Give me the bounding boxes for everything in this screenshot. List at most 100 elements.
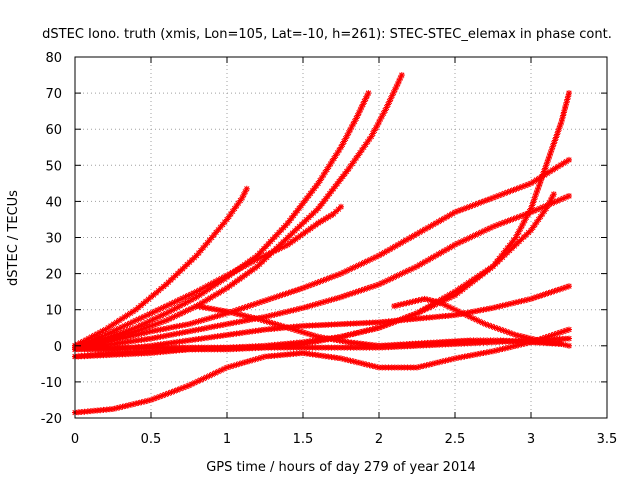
data-point (197, 247, 204, 254)
data-point (116, 404, 123, 411)
data-point (212, 370, 219, 376)
data-point (544, 159, 551, 166)
data-point (194, 378, 201, 385)
x-tick-label: 0.5 (141, 432, 162, 447)
data-point (193, 294, 200, 301)
data-point (237, 265, 244, 271)
data-point (393, 273, 400, 280)
data-point (129, 401, 135, 408)
data-point (530, 199, 537, 206)
data-point (210, 279, 217, 286)
data-point (174, 304, 181, 311)
data-point (166, 316, 172, 323)
y-tick-label: 0 (54, 340, 62, 355)
data-point (296, 350, 303, 357)
data-point (237, 197, 244, 204)
data-point (271, 352, 278, 359)
data-point (160, 318, 167, 325)
data-point (174, 312, 181, 319)
data-point (461, 353, 468, 360)
data-point (138, 336, 145, 343)
data-point (318, 334, 325, 341)
data-point (293, 306, 300, 313)
data-point (251, 257, 258, 264)
data-point (466, 234, 473, 241)
data-point (282, 290, 289, 297)
data-point (353, 330, 360, 336)
data-point (293, 344, 300, 351)
data-point (481, 198, 488, 205)
data-point (338, 270, 344, 277)
data-point (151, 321, 157, 328)
data-point (319, 337, 325, 344)
data-point (113, 349, 120, 356)
data-point (203, 374, 210, 381)
data-point (290, 344, 297, 351)
data-point (246, 328, 253, 335)
data-point (558, 119, 565, 125)
data-point (430, 254, 437, 261)
data-point (315, 352, 322, 359)
data-point (344, 344, 351, 351)
data-point (494, 337, 501, 344)
data-point (387, 95, 394, 102)
data-point (433, 220, 439, 227)
data-point (355, 109, 362, 116)
data-point (154, 314, 161, 321)
data-point (404, 316, 411, 323)
data-point (201, 335, 208, 342)
data-point (480, 350, 487, 356)
data-point (201, 284, 208, 291)
data-point (537, 213, 544, 220)
data-point (186, 337, 192, 344)
data-point (478, 229, 485, 236)
data-point (135, 304, 142, 311)
data-point (438, 249, 445, 256)
data-point (566, 283, 572, 290)
data-point (371, 127, 378, 134)
data-point (338, 321, 344, 328)
data-point (306, 322, 313, 329)
data-point (433, 252, 439, 259)
data-point (306, 331, 313, 338)
data-point (395, 317, 401, 324)
data-point (525, 181, 532, 188)
data-point (448, 356, 455, 363)
data-point (309, 302, 316, 309)
data-point (217, 312, 224, 319)
data-point (168, 300, 175, 307)
data-point (406, 299, 413, 306)
data-point (512, 299, 519, 306)
data-point (257, 316, 264, 323)
data-point (414, 263, 420, 270)
data-point (553, 134, 559, 141)
data-point (229, 208, 236, 215)
axis-ticks: 0 0.5 1 1.5 2 2.5 3 3.5 -20 -10 0 10 20 30 40 50 60 70 80 (41, 51, 618, 447)
data-point (106, 337, 113, 344)
data-point (493, 304, 500, 311)
data-point (260, 317, 267, 324)
data-point (405, 235, 412, 242)
data-point (560, 160, 567, 167)
data-point (201, 316, 208, 323)
data-point (399, 270, 406, 277)
data-point (345, 129, 352, 136)
data-point (464, 312, 471, 319)
data-point (232, 268, 239, 274)
data-point (338, 144, 344, 151)
data-point (262, 344, 268, 351)
data-point (246, 358, 253, 365)
data-point (77, 339, 84, 346)
data-point (312, 301, 319, 308)
data-point (177, 302, 183, 309)
data-point (514, 231, 521, 238)
data-point (135, 337, 142, 344)
data-point (347, 344, 354, 351)
data-point (391, 317, 398, 324)
data-point (348, 124, 355, 130)
data-point (422, 258, 429, 265)
data-point (510, 215, 517, 222)
series (72, 203, 344, 351)
data-point (78, 409, 85, 415)
data-point (443, 246, 450, 253)
